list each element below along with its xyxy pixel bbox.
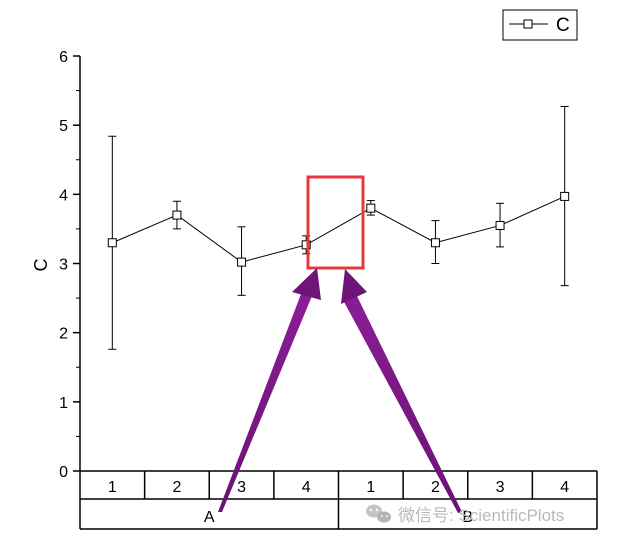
data-point-marker [301,240,311,250]
x-tick-label: 4 [302,479,311,496]
x-tick-label: 1 [108,479,117,496]
watermark: 微信号: ScientificPlots [366,504,564,525]
group-label: B [462,509,473,526]
wechat-icon [366,504,391,523]
data-point-marker [107,238,117,248]
arrow-b [341,269,462,513]
x-tick-label: 2 [172,479,181,496]
axes [73,55,81,472]
legend: C [502,9,578,41]
data-point-marker [495,220,505,230]
series-line [112,195,565,263]
y-tick-label: 4 [59,187,68,204]
y-tick-label: 6 [59,49,68,66]
group-label: A [204,509,215,526]
x-tick-label: 2 [431,479,440,496]
category-table: 1 2 3 4 1 2 3 4 A B [79,470,598,530]
x-tick-label: 3 [496,479,505,496]
x-tick-label: 1 [366,479,375,496]
data-point-marker [430,238,440,248]
y-tick-labels: 0 1 2 3 4 5 6 [59,49,68,481]
y-tick-label: 2 [59,326,68,343]
y-tick-label: 0 [59,464,68,481]
legend-marker-square [523,19,533,29]
arrow-a [218,268,321,512]
data-point-marker [172,210,182,220]
y-tick-label: 3 [59,257,68,274]
data-point-marker [237,257,247,267]
y-axis-title: C [31,259,51,272]
series-c [107,105,570,350]
watermark-text: 微信号: ScientificPlots [398,506,564,525]
y-tick-label: 5 [59,118,68,135]
legend-label: C [556,15,570,36]
y-tick-label: 1 [59,395,68,412]
x-tick-label: 4 [560,479,569,496]
x-tick-label: 3 [237,479,246,496]
data-point-marker [366,203,376,213]
highlight-box [306,175,365,270]
data-point-marker [560,191,570,201]
